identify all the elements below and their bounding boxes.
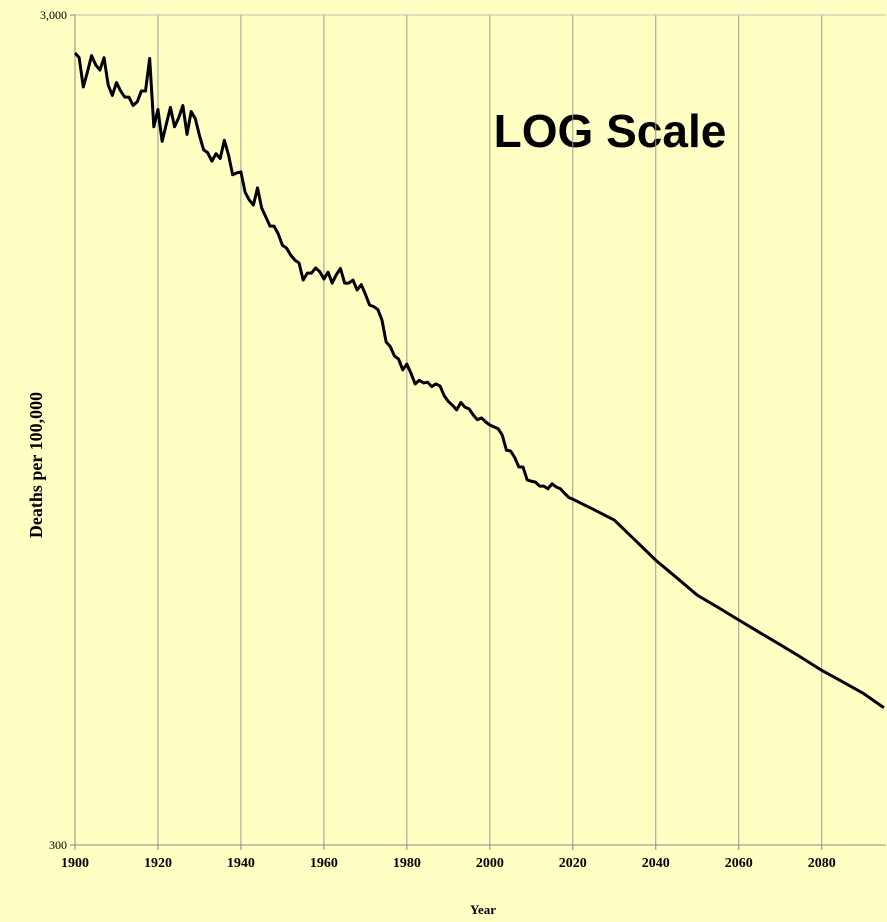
x-tick-label: 2040 [642, 856, 670, 871]
data-line [73, 51, 885, 709]
x-axis-title: Year [470, 902, 496, 917]
x-tick-label: 1940 [227, 856, 255, 871]
x-tick-label: 1960 [310, 856, 338, 871]
x-tick-label: 1920 [144, 856, 172, 871]
x-tick-label: 2080 [808, 856, 836, 871]
x-tick-label: 1900 [61, 856, 89, 871]
x-tick-label: 2060 [725, 856, 753, 871]
y-tick-label: 3,000 [40, 8, 67, 22]
x-tick-label: 2000 [476, 856, 504, 871]
y-tick-label: 300 [49, 838, 67, 852]
x-tick-label: 1980 [393, 856, 421, 871]
annotation: LOG Scale [494, 105, 727, 157]
x-tick-label: 2020 [559, 856, 587, 871]
y-axis-title: Deaths per 100,000 [26, 392, 46, 538]
